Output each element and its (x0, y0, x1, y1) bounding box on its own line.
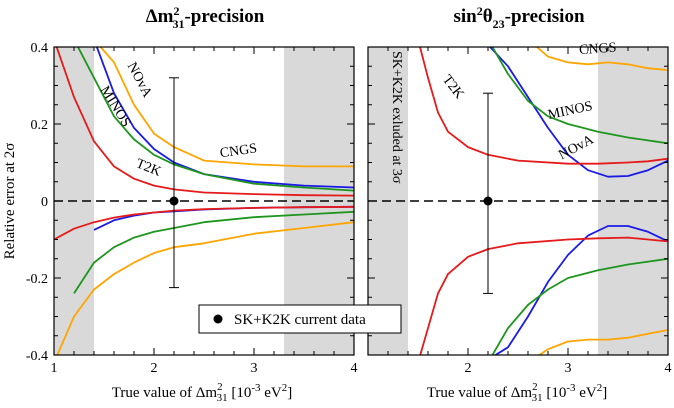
right-title-sup: 2 (477, 4, 483, 18)
x-tick-label: 3 (565, 361, 572, 376)
minos-lower-curve (73, 210, 354, 294)
right-x-axis-label: True value of Δm2 31 [10-3 eV2] (427, 381, 608, 404)
cngs-curve-label: CNGS (219, 141, 258, 161)
cngs-curve-label: CNGS (579, 41, 617, 59)
y-axis-label: Relative error at 2σ (2, 143, 18, 260)
minos-lower-curve (491, 257, 668, 355)
minos-upper-curve (491, 47, 668, 145)
y-tick-label: 0.4 (31, 41, 49, 56)
curves (419, 47, 668, 355)
nova-lower-curve (493, 225, 668, 355)
nova-upper-curve (488, 47, 668, 178)
x-tick-label: 2 (151, 361, 158, 376)
right-title-suffix: -precision (505, 6, 585, 27)
y-tick-label: 0 (41, 195, 48, 210)
left-panel-title: Δm2 31-precision (146, 4, 265, 31)
left-title-main: Δm (146, 6, 174, 27)
left-title-sup: 2 (173, 4, 179, 18)
y-tick-label: 0.2 (31, 118, 49, 133)
excluded-region-label: SK+K2K exluded at 3σ (389, 51, 404, 184)
legend: SK+K2K current data (198, 304, 402, 334)
data-point (169, 196, 179, 206)
left-x-axis-label: True value of Δm2 31 [10-3 eV2] (112, 381, 293, 404)
t2k-lower-curve (419, 236, 668, 355)
t2k-upper-curve (419, 47, 668, 165)
t2k-curve-label: T2K (134, 156, 163, 180)
cngs-upper-curve (535, 47, 668, 71)
x-tick-label: 2 (465, 361, 472, 376)
right-panel-sin2-theta23: SK+K2K exluded at 3σ T2K CNGS MINOS NOvA 2 3 4 (367, 41, 672, 376)
nova-curve-label: NOvA (556, 132, 597, 163)
t2k-curve-label: T2K (439, 73, 467, 102)
legend-box (198, 304, 402, 334)
t2k-lower-curve (54, 205, 354, 241)
curves (54, 47, 354, 355)
minos-curve-label: MINOS (547, 99, 594, 123)
minos-upper-curve (76, 47, 354, 192)
x-tick-label: 4 (665, 361, 672, 376)
right-title-sub: 23 (493, 17, 505, 31)
cngs-upper-curve (99, 47, 354, 168)
right-panel-title: sin2θ23-precision (453, 4, 584, 31)
left-title-suffix: -precision (184, 6, 264, 27)
cngs-lower-curve (56, 221, 354, 355)
y-tick-label: -0.2 (26, 272, 48, 287)
data-point (483, 196, 493, 206)
x-tick-label: 1 (51, 361, 58, 376)
right-title-mid: θ (483, 6, 493, 27)
right-title-main: sin (453, 6, 477, 27)
legend-label: SK+K2K current data (234, 312, 366, 328)
cngs-lower-curve (537, 329, 668, 355)
t2k-upper-curve (55, 47, 354, 197)
legend-marker (213, 314, 223, 324)
x-tick-label: 3 (251, 361, 258, 376)
left-title-sub: 31 (172, 17, 184, 31)
x-tick-label: 4 (351, 361, 358, 376)
y-tick-label: -0.4 (26, 349, 48, 364)
